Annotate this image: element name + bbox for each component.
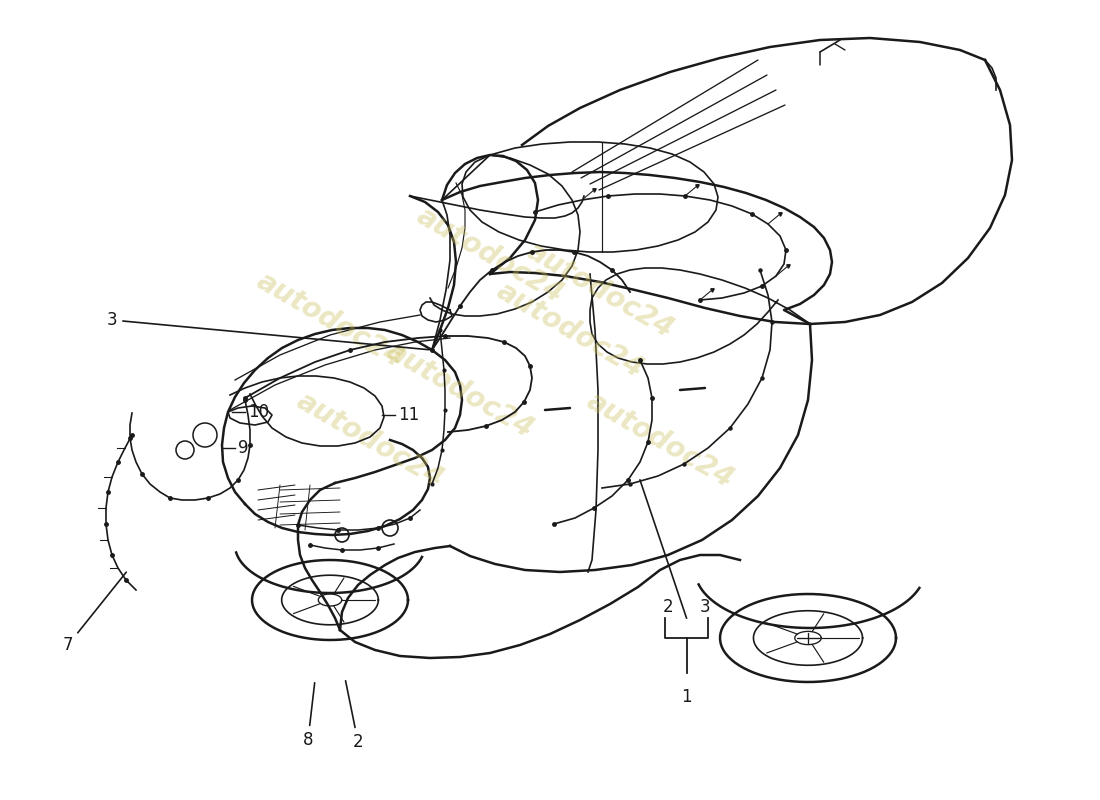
Text: 3: 3 xyxy=(700,598,711,616)
Text: 2: 2 xyxy=(662,598,673,616)
Text: autodoc24: autodoc24 xyxy=(382,337,538,443)
Text: 9: 9 xyxy=(238,439,249,457)
Text: 3: 3 xyxy=(107,311,429,350)
Text: autodoc24: autodoc24 xyxy=(411,202,569,308)
Text: 10: 10 xyxy=(248,403,270,421)
Text: autodoc24: autodoc24 xyxy=(252,266,408,374)
Text: 1: 1 xyxy=(681,688,692,706)
Text: autodoc24: autodoc24 xyxy=(582,386,738,494)
Text: autodoc24: autodoc24 xyxy=(292,386,449,494)
Text: autodoc24: autodoc24 xyxy=(521,237,679,343)
Text: autodoc24: autodoc24 xyxy=(492,277,648,383)
Text: 2: 2 xyxy=(345,681,363,751)
Text: 11: 11 xyxy=(398,406,419,424)
Text: 7: 7 xyxy=(63,572,126,654)
Text: 8: 8 xyxy=(302,682,315,749)
